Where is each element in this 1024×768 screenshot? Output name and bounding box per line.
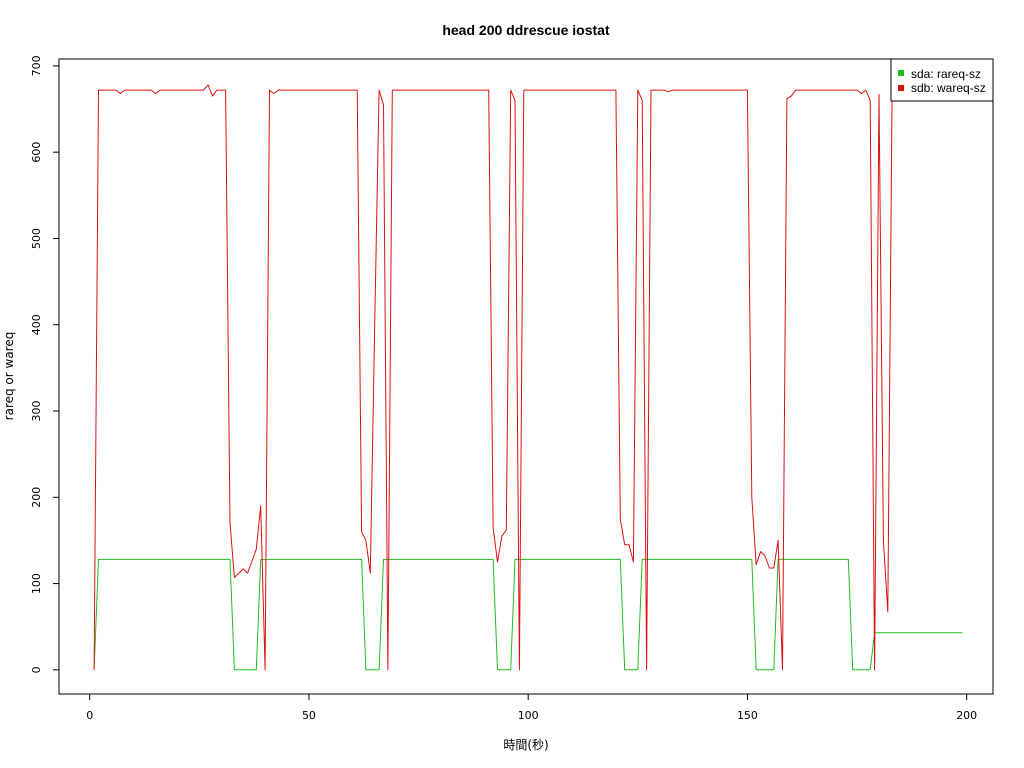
y-axis-label: rareq or wareq: [2, 332, 16, 421]
series-sdb-wareq-line: [93, 84, 893, 671]
x-tick-label: 150: [737, 709, 758, 722]
legend-swatch-sdb: [898, 85, 904, 91]
x-tick-label: 0: [86, 709, 93, 722]
legend: sda: rareq-sz sdb: wareq-sz: [890, 58, 994, 102]
y-tick-label: 100: [30, 573, 43, 594]
x-axis: 0 50 100 150 200: [86, 693, 977, 722]
x-tick-label: 200: [956, 709, 977, 722]
legend-box: [890, 58, 994, 102]
y-tick-label: 300: [30, 401, 43, 422]
y-tick-label: 400: [30, 314, 43, 335]
legend-swatch-sda: [898, 70, 904, 76]
y-tick-label: 700: [30, 55, 43, 76]
legend-label-sda: sda: rareq-sz: [911, 67, 981, 81]
y-tick-label: 500: [30, 228, 43, 249]
y-axis: 0 100 200 300 400 500 600 700: [30, 55, 60, 673]
x-tick-label: 50: [302, 709, 316, 722]
chart-title: head 200 ddrescue iostat: [442, 22, 610, 38]
y-tick-label: 0: [30, 666, 43, 673]
series-sda-rareq-line: [93, 558, 963, 671]
y-tick-label: 200: [30, 487, 43, 508]
x-axis-label: 時間(秒): [503, 738, 548, 752]
series-layer: [93, 84, 963, 671]
legend-label-sdb: sdb: wareq-sz: [911, 81, 986, 95]
y-tick-label: 600: [30, 142, 43, 163]
x-tick-label: 100: [518, 709, 539, 722]
